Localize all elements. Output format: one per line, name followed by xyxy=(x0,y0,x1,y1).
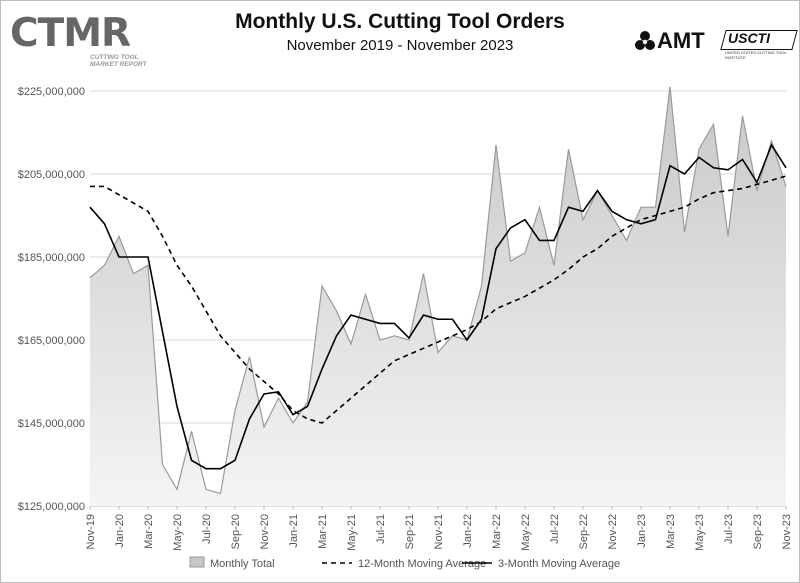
legend: Monthly Total 12-Month Moving Average 3-Mo… xyxy=(189,556,620,570)
x-tick-label: May-23 xyxy=(694,514,706,551)
x-tick-label: Jan-23 xyxy=(636,514,648,548)
x-tick-label: Mar-22 xyxy=(491,514,503,549)
y-tick-label: $125,000,000 xyxy=(18,501,85,513)
x-tick-label: Jul-21 xyxy=(375,514,387,544)
amt-trefoil-icon xyxy=(635,31,655,50)
x-tick-label: Jul-22 xyxy=(549,514,561,544)
x-tick-label: May-22 xyxy=(520,514,532,551)
x-tick-label: Nov-23 xyxy=(781,514,793,549)
x-tick-label: Mar-23 xyxy=(665,514,677,549)
usctI-logo-text: USCTI xyxy=(728,30,770,46)
x-tick-label: Nov-22 xyxy=(607,514,619,549)
x-tick-label: Nov-20 xyxy=(259,514,271,549)
legend-label: Monthly Total xyxy=(210,558,275,570)
y-tick-label: $165,000,000 xyxy=(18,335,85,347)
x-tick-label: Jul-20 xyxy=(201,514,213,544)
x-tick-label: Jul-23 xyxy=(723,514,735,544)
series-12-month-moving-average xyxy=(90,175,787,424)
chart-subtitle: November 2019 - November 2023 xyxy=(286,37,514,54)
x-tick-label: Jan-21 xyxy=(288,514,300,548)
amt-usctI-logo: AMT USCTI UNITED STATES CUTTING TOOL INS… xyxy=(635,28,798,68)
plot-area xyxy=(89,86,787,506)
x-tick-label: May-20 xyxy=(172,514,184,551)
ctmr-logo-text: CTMR xyxy=(10,11,131,56)
ctmr-logo: CTMR CUTTING TOOL MARKET REPORT xyxy=(10,14,160,76)
y-axis: $125,000,000 $145,000,000 $165,000,000 $185… xyxy=(18,86,85,513)
legend-label: 12-Month Moving Average xyxy=(358,558,486,570)
series-monthly-total-line xyxy=(89,86,787,495)
usctI-tagline: UNITED STATES CUTTING TOOL INSTITUTE xyxy=(725,50,787,60)
ctmr-logo-sub1: CUTTING TOOL xyxy=(90,54,139,61)
y-tick-label: $145,000,000 xyxy=(18,418,85,430)
x-tick-label: Nov-21 xyxy=(433,514,445,549)
series-monthly-total-area xyxy=(90,86,786,506)
amt-logo-text: AMT xyxy=(657,28,705,53)
chart-title: Monthly U.S. Cutting Tool Orders xyxy=(235,10,565,33)
x-axis: Nov-19 Jan-20 Mar-20 May-20 Jul-20 Sep-20 Nov-… xyxy=(85,505,793,551)
legend-label: 3-Month Moving Average xyxy=(498,558,620,570)
x-tick-label: May-21 xyxy=(346,514,358,551)
x-tick-label: Sep-20 xyxy=(230,514,242,549)
x-tick-label: Jan-22 xyxy=(462,514,474,548)
ctmr-logo-sub2: MARKET REPORT xyxy=(90,61,147,68)
x-tick-label: Sep-21 xyxy=(404,514,416,549)
series-3-month-moving-average xyxy=(89,143,787,470)
y-tick-label: $185,000,000 xyxy=(18,252,85,264)
x-tick-label: Sep-23 xyxy=(752,514,764,549)
legend-swatch-monthly-total xyxy=(189,556,205,568)
y-tick-label: $205,000,000 xyxy=(18,169,85,181)
x-tick-label: Sep-22 xyxy=(578,514,590,549)
y-tick-label: $225,000,000 xyxy=(18,86,85,98)
x-tick-label: Mar-20 xyxy=(143,514,155,549)
x-tick-label: Nov-19 xyxy=(85,514,97,549)
x-tick-label: Mar-21 xyxy=(317,514,329,549)
x-tick-label: Jan-20 xyxy=(114,514,126,548)
